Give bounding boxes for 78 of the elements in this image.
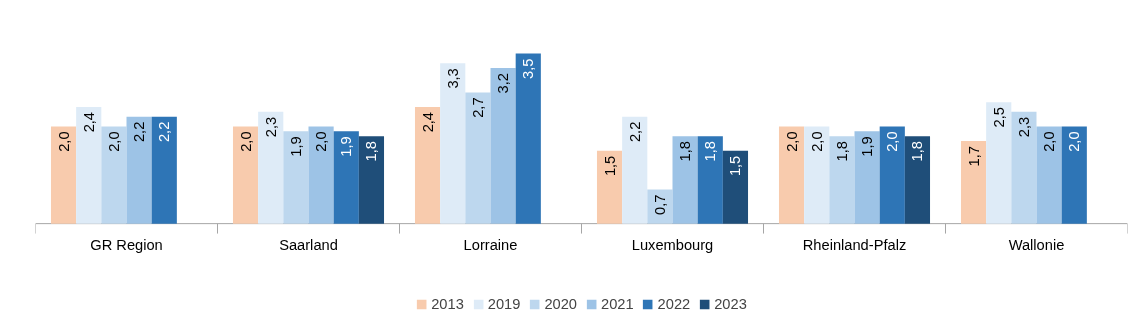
bar	[904, 136, 931, 224]
data-label: 1,9	[859, 136, 876, 157]
legend-label: 2021	[601, 296, 634, 312]
bar	[596, 150, 623, 224]
bar	[126, 116, 152, 224]
bar	[722, 150, 749, 224]
bar	[76, 106, 102, 224]
data-label: 2,2	[131, 121, 148, 143]
x-tick-label: GR Region	[90, 236, 163, 253]
legend-label: 2019	[487, 296, 521, 312]
data-label: 1,5	[601, 155, 618, 177]
legend-label: 2023	[714, 296, 747, 312]
bar	[490, 68, 516, 224]
bar	[879, 126, 905, 224]
bar	[101, 126, 127, 224]
data-label: 2,5	[990, 107, 1007, 128]
bar	[1011, 111, 1037, 224]
bar	[804, 126, 830, 224]
data-label: 1,8	[833, 141, 850, 162]
data-label: 2,0	[55, 131, 72, 152]
data-label: 2,0	[884, 131, 901, 152]
x-tick-label: Wallonie	[1008, 236, 1065, 253]
legend-label: 2013	[431, 296, 464, 312]
data-label: 3,2	[495, 73, 512, 94]
bar	[697, 136, 723, 224]
data-label: 1,8	[677, 141, 694, 162]
bar	[622, 116, 648, 224]
data-label: 1,9	[338, 136, 355, 157]
data-label: 2,2	[626, 121, 643, 143]
bar	[258, 111, 284, 224]
data-label: 1,7	[965, 146, 982, 167]
data-label: 2,0	[783, 131, 800, 152]
legend-label: 2020	[544, 296, 577, 312]
bar	[829, 136, 855, 224]
data-label: 1,9	[287, 136, 304, 157]
bar	[151, 116, 177, 224]
bar	[50, 126, 77, 224]
bar	[672, 136, 698, 224]
legend-label: 2022	[657, 296, 691, 312]
data-label: 0,7	[651, 194, 668, 215]
bar	[1036, 126, 1062, 224]
data-label: 2,0	[313, 131, 330, 152]
data-label: 2,4	[419, 111, 436, 133]
bar	[854, 131, 880, 224]
data-label: 2,0	[105, 131, 122, 152]
bar	[465, 92, 491, 224]
x-tick-label: Rheinland-Pfalz	[802, 236, 907, 253]
bar	[358, 136, 385, 224]
data-label: 1,5	[727, 155, 744, 177]
bar	[986, 102, 1012, 224]
data-label: 1,8	[702, 141, 719, 162]
data-label: 2,3	[262, 116, 279, 138]
x-tick-label: Lorraine	[463, 236, 518, 253]
bar	[414, 106, 441, 224]
bar	[232, 126, 259, 224]
bar	[283, 131, 309, 224]
data-label: 2,3	[1015, 116, 1032, 138]
bar	[308, 126, 334, 224]
data-label: 2,0	[1066, 131, 1083, 152]
data-label: 2,7	[469, 97, 486, 118]
data-label: 1,8	[363, 141, 380, 162]
bar	[647, 189, 673, 224]
data-label: 2,0	[237, 131, 254, 152]
bar	[960, 141, 987, 224]
bar	[440, 63, 466, 224]
x-tick-label: Luxembourg	[631, 236, 714, 253]
bar	[515, 53, 541, 224]
data-label: 1,8	[909, 141, 926, 162]
data-label: 2,0	[808, 131, 825, 152]
data-label: 2,2	[156, 121, 173, 143]
data-label: 2,4	[80, 111, 97, 133]
data-label: 3,5	[520, 58, 537, 79]
bar	[1061, 126, 1087, 224]
x-tick-label: Saarland	[279, 236, 338, 253]
bar	[333, 131, 359, 224]
bar	[778, 126, 805, 224]
data-label: 3,3	[444, 68, 461, 89]
data-label: 2,0	[1041, 131, 1058, 152]
